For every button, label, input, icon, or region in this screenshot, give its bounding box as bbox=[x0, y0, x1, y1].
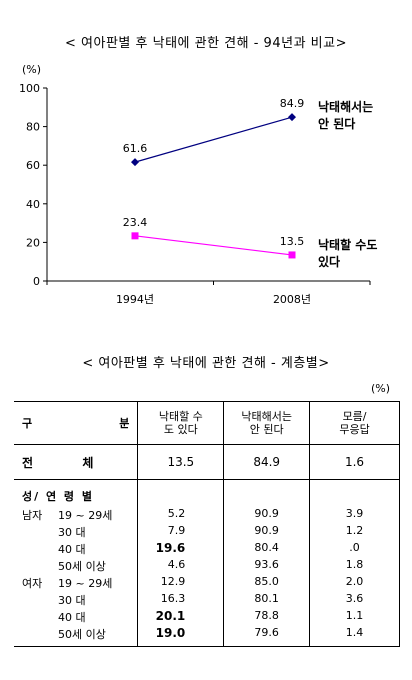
y-tick-label: 0 bbox=[33, 275, 40, 288]
cell-v1: 5.2 bbox=[137, 507, 225, 524]
cell-v1: 7.9 bbox=[137, 524, 225, 541]
total-v1: 13.5 bbox=[137, 444, 225, 480]
header-col1: 낙태할 수도 있다 bbox=[137, 401, 225, 445]
x-tick-label: 1994년 bbox=[116, 293, 154, 306]
section-label: 성/ 연 령 별 bbox=[14, 479, 139, 507]
cell-v3: 1.8 bbox=[309, 558, 400, 575]
row-label: 50세 이상 bbox=[14, 558, 139, 575]
cell-v3: 2.0 bbox=[309, 575, 400, 592]
data-label: 23.4 bbox=[123, 216, 148, 229]
row-label: 40 대 bbox=[14, 541, 139, 558]
row-label: 여자 19 ~ 29세 bbox=[14, 575, 139, 592]
chart-title: < 여아판별 후 낙태에 관한 견해 - 94년과 비교> bbox=[65, 36, 347, 51]
header-col3: 모름/ 무응답 bbox=[309, 401, 400, 445]
y-tick-label: 60 bbox=[26, 159, 40, 172]
cell-v2: 80.4 bbox=[223, 541, 311, 558]
data-point bbox=[288, 113, 296, 122]
series-label: 낙태해서는 bbox=[318, 99, 373, 114]
data-point bbox=[288, 251, 296, 259]
table-body: 성/ 연 령 별 남자 19 ~ 29세 5.2 90.9 3.9 30 대 7.9 90.9… bbox=[14, 479, 400, 647]
cell-v2: 90.9 bbox=[223, 507, 311, 524]
y-unit-label: (%) bbox=[22, 63, 41, 76]
cell-v2: 93.6 bbox=[223, 558, 311, 575]
data-label: 84.9 bbox=[280, 97, 305, 110]
cell-v2: 79.6 bbox=[223, 626, 311, 647]
data-point bbox=[131, 158, 139, 167]
y-tick-label: 80 bbox=[26, 121, 40, 134]
line-chart: (%) 0 20 40 60 80 100 1994년 2008년 61.6 84.9 낙태해서는안 … bbox=[19, 63, 377, 306]
series-label: 있다 bbox=[318, 254, 340, 269]
cell-v1: 19.0 bbox=[137, 626, 225, 647]
table-row: 50세 이상 19.0 79.6 1.4 bbox=[14, 626, 400, 647]
cell-v3: 3.6 bbox=[309, 592, 400, 609]
series-label: 낙태할 수도 bbox=[318, 237, 377, 252]
total-v2: 84.9 bbox=[223, 444, 311, 480]
series-line bbox=[134, 116, 293, 163]
cell-v2: 78.8 bbox=[223, 609, 311, 626]
header-col2: 낙태해서는 안 된다 bbox=[223, 401, 311, 445]
row-label: 40 대 bbox=[14, 609, 139, 626]
cell-v1: 16.3 bbox=[137, 592, 225, 609]
cell-v2: 85.0 bbox=[223, 575, 311, 592]
y-tick-label: 100 bbox=[19, 82, 40, 95]
cell-v2: 90.9 bbox=[223, 524, 311, 541]
data-label: 61.6 bbox=[123, 142, 148, 155]
table-row: 40 대 19.6 80.4.0 bbox=[14, 541, 400, 558]
table-title: < 여아판별 후 낙태에 관한 견해 - 계층별> bbox=[82, 356, 330, 371]
table-unit: (%) bbox=[370, 382, 390, 395]
cell-v1: 4.6 bbox=[137, 558, 225, 575]
table-row: 여자 19 ~ 29세 12.9 85.0 2.0 bbox=[14, 575, 400, 592]
row-label: 30 대 bbox=[14, 524, 139, 541]
cell-v3: .0 bbox=[309, 541, 400, 558]
x-tick-label: 2008년 bbox=[273, 293, 311, 306]
row-label: 남자 19 ~ 29세 bbox=[14, 507, 139, 524]
cell-v1: 12.9 bbox=[137, 575, 225, 592]
table-row: 40 대 20.1 78.8 1.1 bbox=[14, 609, 400, 626]
row-label: 50세 이상 bbox=[14, 626, 139, 647]
table-row: 30 대 16.3 80.1 3.6 bbox=[14, 592, 400, 609]
total-v3: 1.6 bbox=[309, 444, 400, 480]
series-line bbox=[134, 235, 293, 256]
data-label: 13.5 bbox=[280, 235, 305, 248]
row-label: 30 대 bbox=[14, 592, 139, 609]
cell-v1: 20.1 bbox=[137, 609, 225, 626]
cell-v3: 1.2 bbox=[309, 524, 400, 541]
table-row: 남자 19 ~ 29세 5.2 90.9 3.9 bbox=[14, 507, 400, 524]
data-point bbox=[131, 232, 139, 240]
cell-v3: 1.4 bbox=[309, 626, 400, 647]
table-row: 50세 이상 4.6 93.6 1.8 bbox=[14, 558, 400, 575]
y-tick-label: 20 bbox=[26, 236, 40, 249]
cell-v3: 1.1 bbox=[309, 609, 400, 626]
series-label: 안 된다 bbox=[318, 116, 355, 131]
table-row: 30 대 7.9 90.9 1.2 bbox=[14, 524, 400, 541]
cell-v2: 80.1 bbox=[223, 592, 311, 609]
y-tick-label: 40 bbox=[26, 198, 40, 211]
cell-v3: 3.9 bbox=[309, 507, 400, 524]
cell-v1: 19.6 bbox=[137, 541, 225, 558]
